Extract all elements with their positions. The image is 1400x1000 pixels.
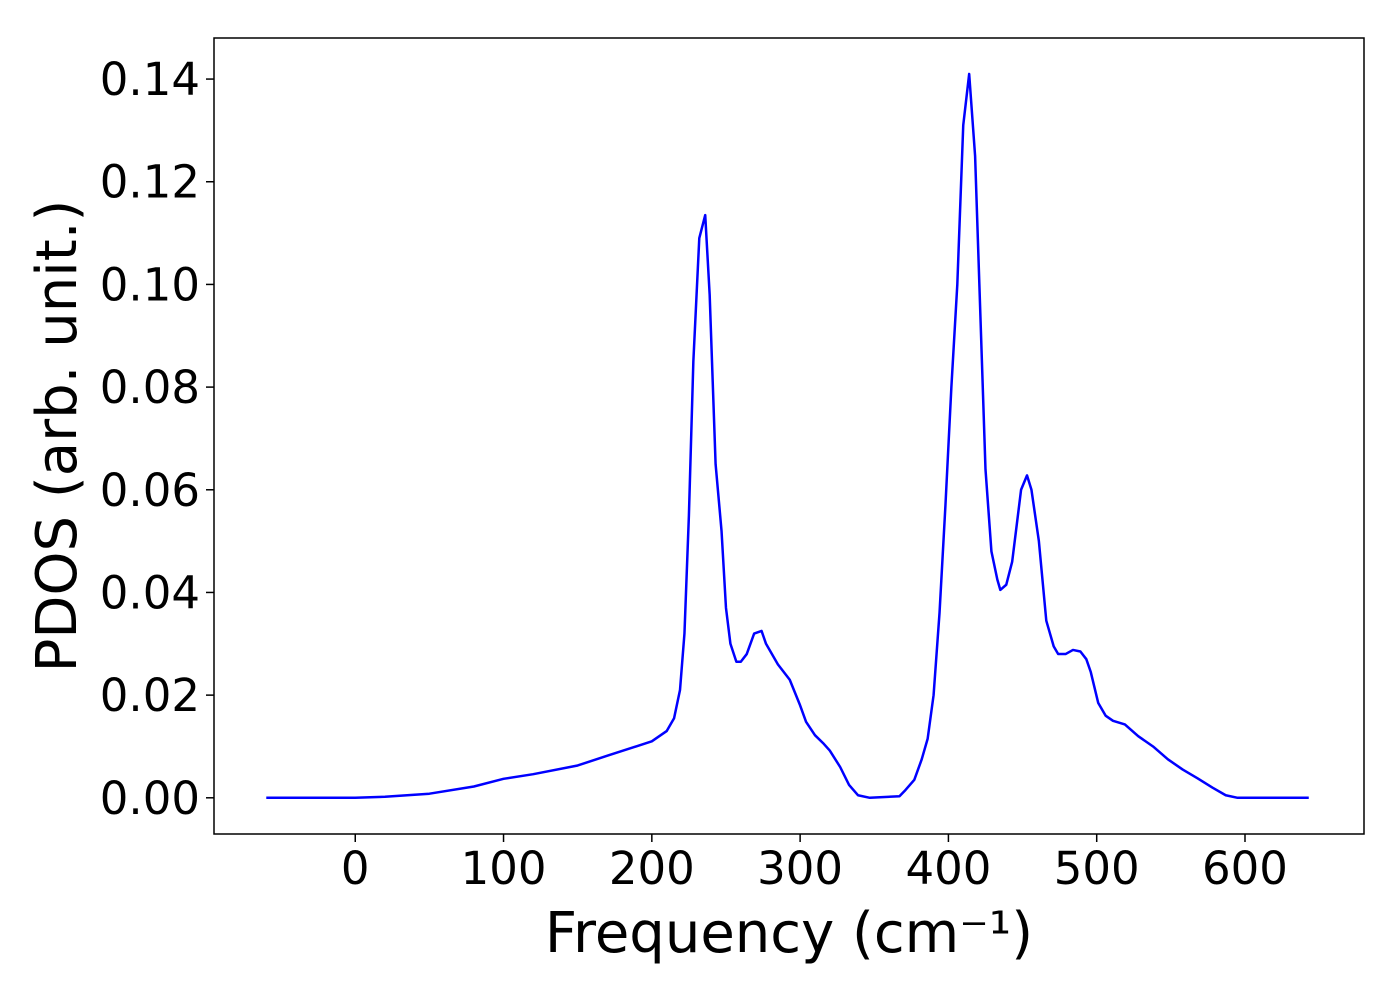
- y-tick-label: 0.02: [100, 669, 200, 722]
- x-tick-label: 600: [1202, 842, 1288, 895]
- plot-frame: [213, 37, 1365, 835]
- x-tick-label: 0: [341, 842, 370, 895]
- line-series: [266, 72, 1309, 800]
- x-axis-label: Frequency (cm⁻¹): [545, 901, 1033, 966]
- y-tick-label: 0.14: [100, 53, 200, 106]
- y-tick-label: 0.12: [100, 156, 200, 209]
- x-tick-label: 400: [905, 842, 991, 895]
- x-tick-label: 100: [461, 842, 547, 895]
- y-tick-label: 0.00: [100, 772, 200, 825]
- x-tick-label: 200: [609, 842, 695, 895]
- y-axis-label: PDOS (arb. unit.): [25, 200, 90, 673]
- y-tick-label: 0.04: [100, 566, 200, 619]
- x-tick-label: 500: [1054, 842, 1140, 895]
- y-tick-label: 0.06: [100, 464, 200, 517]
- x-tick-label: 300: [757, 842, 843, 895]
- y-tick-label: 0.08: [100, 361, 200, 414]
- y-tick-label: 0.10: [100, 258, 200, 311]
